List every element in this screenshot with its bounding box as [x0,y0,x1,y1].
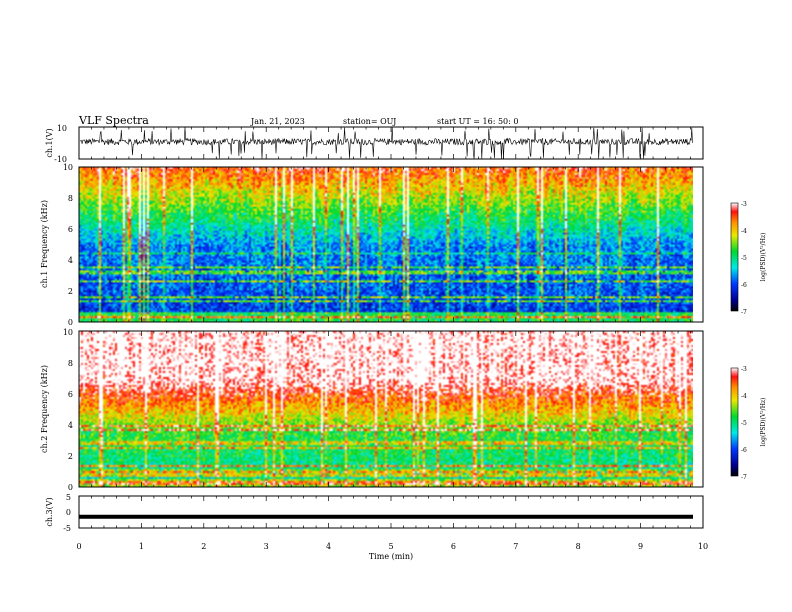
ch2-freq-tick-label: 2 [68,452,73,461]
ch2-freq-tick-label: 8 [68,359,73,368]
ch1-spectrogram-xticks [78,167,704,322]
ch2-colorbar-tick: -3 [741,366,747,373]
ch2-spectrogram-xticks [78,331,704,487]
station-label: station= OUJ [343,117,396,126]
ch3-waveform-xticks [78,496,704,528]
ch3-waveform-panel: 5 0 -5 ch.3(V) [45,493,704,533]
time-axis-label: Time (min) [369,552,413,561]
ch1-colorbar-tick: -5 [741,255,747,262]
time-tick-label: 9 [638,542,643,551]
ch1-waveform-line [79,127,693,160]
time-tick-label: 0 [76,542,81,551]
ch1-colorbar-label: log(PSD)(V²/Hz) [760,233,767,282]
ch2-colorbar [730,367,739,477]
ch2-colorbar-label: log(PSD)(V²/Hz) [760,398,767,447]
ch1-spectrogram-channel-label: ch.1 Frequency (kHz) [40,200,49,288]
ch1-colorbar-tick: -4 [741,228,747,235]
time-tick-label: 5 [388,542,393,551]
ch2-spectrogram-channel-label: ch.2 Frequency (kHz) [40,365,49,453]
ch1-freq-tick-label: 6 [68,225,73,234]
ch1-spectrogram-yticks: 0 2 4 6 8 10 [63,163,73,327]
ch2-spectrogram-image [79,331,693,487]
ch3-ytick-label: 5 [66,493,71,502]
ch1-ytick-label: -10 [54,155,67,164]
ch2-freq-tick-label: 4 [68,421,73,430]
ch3-waveform-ylabel: ch.3(V) [45,497,54,526]
ch1-spectrogram-image [79,167,693,322]
ch3-ytick-label: 0 [66,508,71,517]
ch2-freq-tick-label: 10 [63,328,73,337]
ch1-colorbar [730,202,739,312]
ch2-colorbar-tick: -5 [741,420,747,427]
ch1-freq-tick-label: 4 [68,256,73,265]
ch2-colorbar-tick: -6 [741,447,747,454]
ch1-colorbar-tick: -6 [741,282,747,289]
ch1-ytick-label: 10 [57,124,67,133]
ch1-waveform-ylabel: ch.1(V) [45,128,54,157]
ch2-colorbar-tick: -7 [741,474,747,481]
ch1-waveform-xticks [78,127,704,159]
ch2-spectrogram-yticks: 0 2 4 6 8 10 [63,328,73,492]
ch1-colorbar-tick: -7 [741,309,747,316]
ch3-ytick-label: -5 [63,524,71,533]
time-tick-label: 10 [698,542,708,551]
time-tick-label: 6 [451,542,456,551]
ch2-freq-tick-label: 6 [68,390,73,399]
ch1-freq-tick-label: 0 [68,318,73,327]
time-axis-tick-labels: 0 1 2 3 4 5 6 7 8 9 10 [76,542,708,551]
start-time-label: start UT = 16: 50: 0 [437,117,518,126]
time-tick-label: 1 [139,542,144,551]
time-tick-label: 2 [201,542,206,551]
date-label: Jan. 21, 2023 [250,117,305,126]
time-tick-label: 3 [264,542,269,551]
ch1-colorbar-tick: -3 [741,201,747,208]
time-tick-label: 8 [576,542,581,551]
ch1-freq-tick-label: 2 [68,287,73,296]
ch1-waveform-panel: 10 -10 ch.1(V) [45,124,704,164]
ch1-freq-tick-label: 8 [68,194,73,203]
time-tick-label: 4 [326,542,331,551]
ch1-spectrogram-panel: 0 2 4 6 8 10 ch.1 Frequency (kHz) -3 -4 … [40,163,767,327]
figure-title: VLF Spectra [78,114,149,127]
ch1-freq-tick-label: 10 [63,163,73,172]
time-tick-label: 7 [513,542,518,551]
ch2-freq-tick-label: 0 [68,483,73,492]
ch2-spectrogram-panel: 0 2 4 6 8 10 ch.2 Frequency (kHz) -3 -4 … [40,328,767,492]
ch2-colorbar-tick: -4 [741,393,747,400]
